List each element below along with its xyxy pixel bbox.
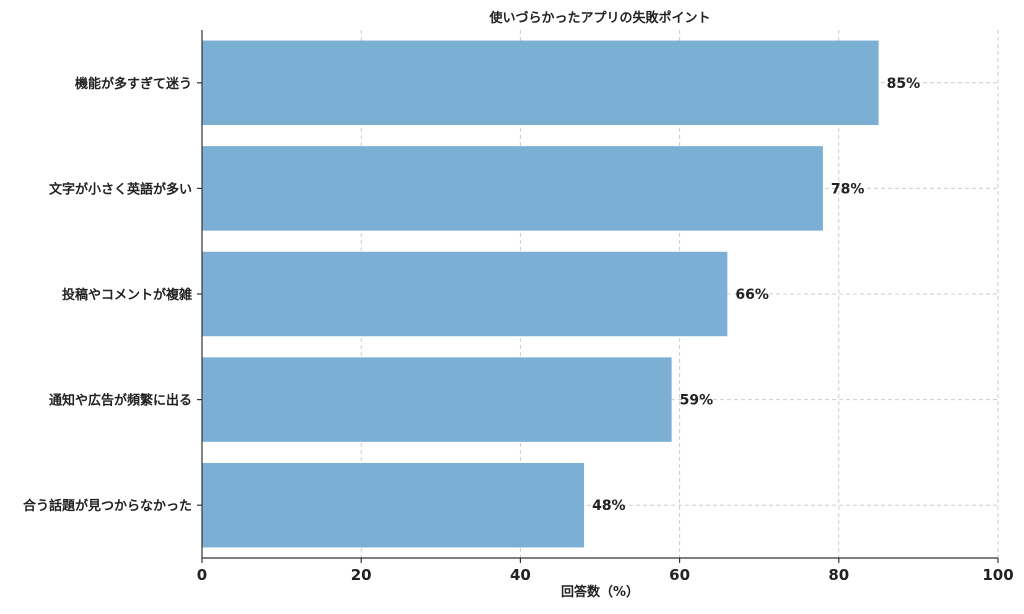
category-label: 機能が多すぎて迷う [75, 76, 192, 92]
labels: 0 20 40 60 80 100 機能が多すぎて迷う 85% 文字が小さく英語が多い 78% 投稿… [23, 76, 1014, 584]
bar [202, 357, 672, 442]
data-label: 78% [831, 181, 865, 197]
chart-title: 使いづらかったアプリの失敗ポイント [488, 10, 710, 26]
x-tick-label: 20 [351, 566, 372, 584]
data-label: 85% [887, 76, 921, 92]
bar [202, 40, 879, 126]
axes [197, 30, 999, 563]
bar [202, 251, 728, 337]
category-label: 投稿やコメントが複雑 [62, 287, 192, 303]
x-tick-label: 80 [828, 566, 849, 584]
x-tick-label: 60 [669, 566, 690, 584]
category-label: 合う話題が見つからなかった [23, 498, 192, 514]
x-tick-label: 100 [982, 566, 1013, 584]
bar [202, 462, 585, 548]
category-label: 通知や広告が頻繁に出る [49, 393, 192, 409]
data-label: 59% [680, 393, 714, 409]
x-tick-label: 0 [197, 566, 207, 584]
x-axis-label: 回答数（%） [561, 584, 639, 600]
bars [202, 40, 879, 548]
data-label: 48% [592, 498, 626, 514]
data-label: 66% [735, 287, 769, 303]
bar [202, 146, 823, 231]
category-label: 文字が小さく英語が多い [49, 181, 192, 197]
x-tick-label: 40 [510, 566, 531, 584]
